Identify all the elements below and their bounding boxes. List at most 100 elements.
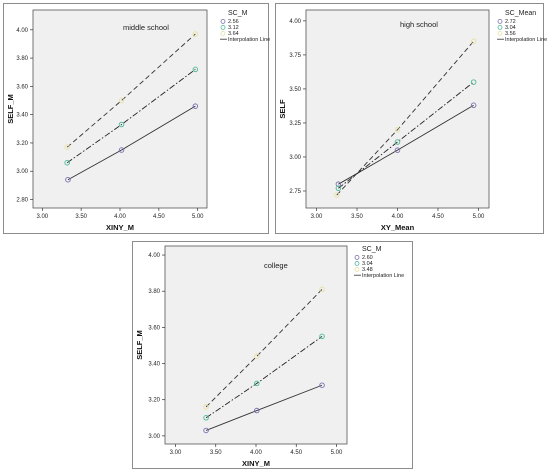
series-line-2.56: [67, 105, 196, 181]
x-tick-label: 4.00: [114, 214, 126, 220]
data-point-3.04: [254, 380, 260, 387]
legend-label: 2.72: [505, 19, 516, 25]
data-point-3.64: [118, 97, 125, 104]
data-point-3.64: [64, 144, 70, 150]
chart-middle-school: 3.00 3.50 4.00 4.50 5.00 2.80 3.00 3.20 3.40 3.60…: [3, 3, 270, 234]
y-tick-label: 3.80: [148, 289, 160, 295]
data-point-2.60: [203, 427, 209, 434]
x-tick-label: 3.50: [351, 214, 363, 220]
plot-area: [164, 245, 348, 445]
series-line-2.60: [205, 384, 323, 431]
x-tick-label: 3.00: [311, 214, 323, 220]
series-line-3.64: [66, 33, 196, 148]
chart-title: high school: [400, 20, 438, 29]
data-point-2.60: [319, 382, 325, 388]
data-point-2.72: [335, 181, 342, 187]
legend-label: 3.48: [362, 267, 373, 273]
legend-label: 3.12: [228, 25, 239, 31]
data-point-2.60: [254, 407, 260, 414]
y-tick-label: 3.80: [16, 56, 28, 62]
series-line-3.04: [205, 336, 323, 419]
y-tick-label: 3.60: [148, 325, 160, 331]
x-tick-label: 4.50: [290, 450, 302, 456]
series-line-3.12: [66, 69, 196, 164]
data-point-3.12: [64, 159, 70, 166]
y-tick-label: 3.20: [148, 398, 160, 404]
y-tick-label: 4.00: [148, 253, 160, 259]
y-tick-label: 3.50: [289, 87, 301, 93]
legend-marker: [497, 24, 503, 30]
data-point-2.72: [470, 102, 477, 109]
legend-title: SC_Mean: [505, 10, 536, 17]
x-tick-label: 3.50: [75, 214, 87, 220]
legend-marker: [220, 30, 226, 36]
plot-area: [305, 9, 490, 209]
data-point-3.04: [335, 185, 342, 192]
data-point-3.12: [192, 66, 199, 73]
legend-marker: [497, 18, 503, 24]
legend-marker: [220, 18, 226, 24]
data-point-3.04: [319, 333, 325, 340]
data-point-3.56: [394, 127, 401, 133]
x-tick-label: 5.00: [473, 214, 485, 220]
data-point-2.56: [65, 176, 71, 183]
x-tick-label: 4.00: [250, 450, 262, 456]
y-tick-label: 3.25: [289, 121, 301, 127]
legend-marker: [497, 30, 503, 36]
data-point-3.64: [192, 31, 199, 37]
legend-interpolation-label: Interpolation Line: [228, 37, 270, 43]
data-point-3.48: [203, 404, 209, 410]
legend-label: 2.60: [362, 255, 373, 261]
data-point-3.04: [470, 79, 477, 85]
y-tick-label: 2.80: [16, 198, 28, 204]
legend-marker: [220, 24, 226, 30]
y-tick-label: 3.40: [16, 113, 28, 119]
data-point-3.12: [118, 121, 125, 128]
x-tick-label: 4.50: [153, 214, 165, 220]
chart-title: middle school: [123, 23, 169, 32]
y-tick-label: 3.00: [289, 155, 301, 161]
y-tick-label: 3.60: [16, 84, 28, 90]
y-tick-label: 3.40: [148, 362, 160, 368]
legend-label: 3.04: [362, 261, 373, 267]
series-line-3.56: [336, 41, 474, 196]
legend-interpolation-label: Interpolation Line: [505, 37, 547, 43]
x-tick-label: 4.00: [392, 214, 404, 220]
legend-label: 3.56: [505, 31, 516, 37]
x-tick-label: 3.00: [36, 214, 48, 220]
data-point-3.56: [334, 192, 340, 198]
legend-label: 3.04: [505, 25, 516, 31]
data-point-3.04: [203, 415, 209, 421]
legend-marker: [354, 266, 360, 272]
x-axis-label: XINY_M: [106, 223, 134, 232]
data-point-3.48: [319, 286, 325, 293]
chart-college: 3.00 3.50 4.00 4.50 5.00 3.00 3.20 3.40 3.60 3.80…: [132, 241, 413, 469]
y-tick-label: 3.20: [16, 141, 28, 147]
legend-label: 3.64: [228, 31, 239, 37]
data-point-3.56: [470, 38, 477, 45]
chart-high-school: 3.00 3.50 4.00 4.50 5.00 2.75 3.00 3.25 3.50 3.75…: [275, 3, 547, 234]
x-axis-label: XINY_M: [242, 459, 270, 468]
x-tick-label: 3.00: [170, 450, 182, 456]
legend-title: SC_M: [228, 10, 248, 17]
y-tick-label: 3.00: [148, 434, 160, 440]
data-point-3.48: [254, 353, 260, 360]
x-tick-label: 4.50: [432, 214, 444, 220]
y-axis-label: SELF_M: [135, 330, 144, 360]
y-tick-label: 3.00: [16, 169, 28, 175]
x-tick-label: 3.50: [210, 450, 222, 456]
data-point-2.56: [118, 147, 125, 153]
y-tick-label: 4.00: [16, 28, 28, 34]
y-tick-label: 4.00: [289, 19, 301, 25]
data-point-2.56: [192, 103, 199, 109]
legend-label: 2.56: [228, 19, 239, 25]
legend-marker: [354, 260, 360, 266]
x-tick-label: 5.00: [192, 214, 204, 220]
series-line-3.04: [338, 81, 474, 189]
x-tick-label: 5.00: [331, 450, 343, 456]
legend-interpolation-label: Interpolation Line: [362, 273, 404, 279]
y-axis-label: SELF_M: [6, 94, 15, 124]
y-axis-label: SELF: [278, 99, 287, 119]
y-tick-label: 3.75: [289, 53, 301, 59]
y-tick-label: 2.75: [289, 189, 301, 195]
